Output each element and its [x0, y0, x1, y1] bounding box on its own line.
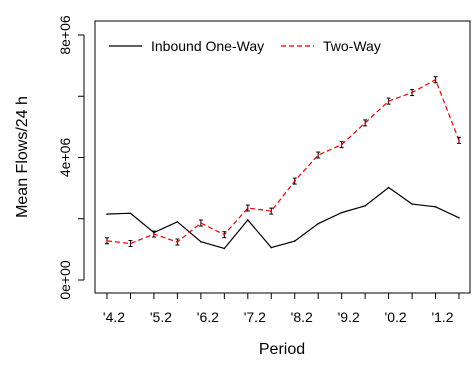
data-point [270, 210, 273, 212]
x-tick-label: '7.2 [244, 309, 266, 325]
x-axis-label: Period [259, 341, 305, 358]
y-axis-label: Mean Flows/24 h [14, 96, 31, 218]
data-point [317, 222, 320, 225]
data-point [434, 206, 437, 208]
plot-frame [94, 20, 471, 294]
data-point [129, 212, 132, 215]
data-point [317, 154, 320, 156]
series-line-inbound-one-way [106, 186, 460, 250]
y-tick-label: 8e+06 [57, 15, 73, 55]
data-point [340, 211, 343, 214]
data-point [176, 221, 179, 223]
x-tick-label: '5.2 [150, 309, 172, 325]
data-point [129, 242, 132, 245]
data-point [411, 91, 413, 94]
data-point [153, 233, 155, 235]
x-tick-label: '6.2 [197, 309, 219, 325]
x-tick-label: '1.2 [431, 309, 453, 325]
x-tick-label: '8.2 [291, 309, 313, 325]
data-point [200, 240, 202, 243]
data-point [247, 219, 249, 221]
data-point [247, 207, 249, 209]
x-tick-label: '0.2 [385, 309, 407, 325]
y-axis: 0e+00 4e+06 8e+06 [57, 15, 85, 300]
legend-label-two-way: Two-Way [323, 38, 381, 54]
data-point [223, 233, 226, 236]
legend: Inbound One-Way Two-Way [109, 38, 381, 54]
data-point [340, 143, 343, 146]
data-point [270, 246, 273, 249]
x-axis: '4.2 '5.2 '6.2 '7.2 '8.2 '9.2 '0.2 '1.2 [103, 292, 460, 325]
data-point [293, 240, 296, 242]
data-point [387, 186, 390, 189]
data-point [364, 122, 366, 124]
data-point [411, 203, 413, 205]
data-point [106, 213, 108, 215]
data-point [176, 241, 179, 243]
data-point [387, 100, 390, 102]
series-line-two-way [106, 78, 460, 245]
data-point [200, 222, 202, 224]
data-point [106, 240, 108, 242]
data-point [223, 247, 226, 250]
y-tick-label: 4e+06 [57, 138, 73, 178]
x-tick-label: '9.2 [338, 309, 360, 325]
data-point [458, 217, 460, 219]
x-tick-label: '4.2 [103, 309, 125, 325]
data-point [434, 78, 437, 81]
legend-label-inbound: Inbound One-Way [151, 38, 264, 54]
data-point [293, 180, 296, 182]
y-tick-label: 0e+00 [57, 260, 73, 300]
data-point [364, 205, 366, 207]
data-point [458, 139, 460, 142]
series-layer [105, 76, 461, 250]
